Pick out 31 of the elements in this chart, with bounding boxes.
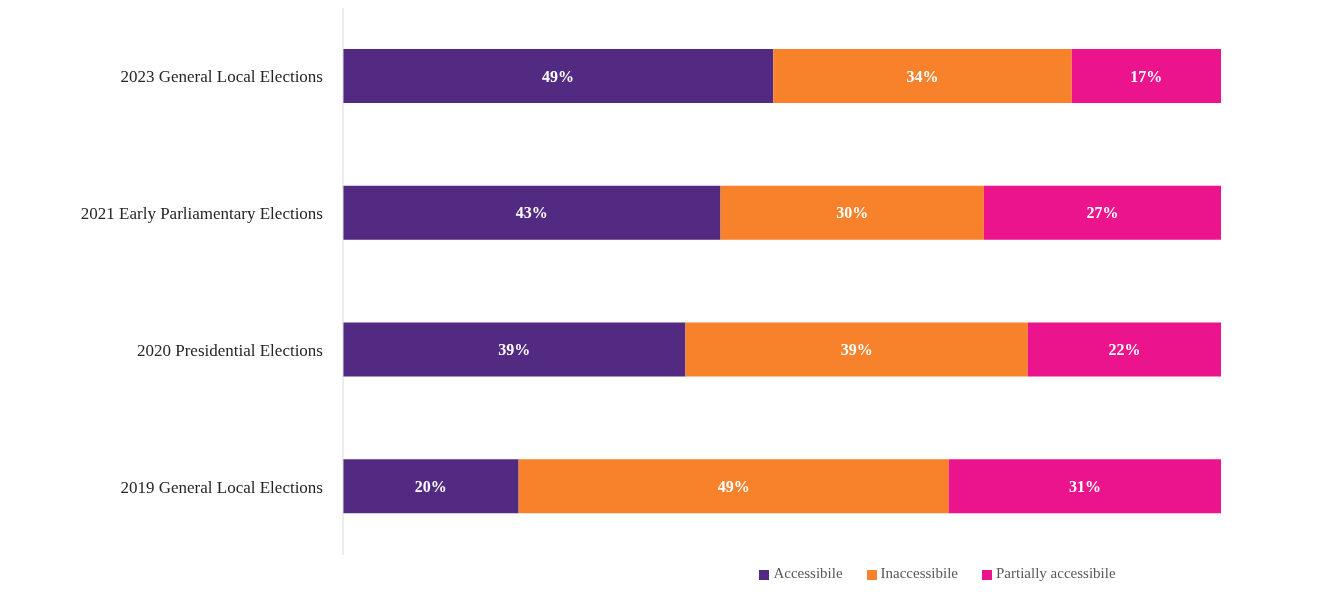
bar (343, 49, 774, 103)
bar (343, 322, 686, 377)
data-label: 17% (1130, 67, 1163, 85)
y-tick-label: 2019 General Local Elections (120, 477, 323, 497)
bar (983, 185, 1221, 240)
data-label: 49% (717, 477, 750, 495)
bar (948, 459, 1221, 514)
data-label: 20% (414, 477, 447, 495)
data-label: 31% (1068, 477, 1101, 495)
legend-label: Accessibile (773, 565, 843, 581)
data-label: 22% (1108, 341, 1141, 359)
data-label: 43% (515, 204, 548, 222)
bar (1027, 322, 1221, 377)
data-label: 30% (836, 204, 869, 222)
y-tick-label: 2023 General Local Elections (120, 67, 323, 87)
y-tick-label: 2021 Early Parliamentary Elections (80, 204, 323, 224)
bar (773, 49, 1072, 103)
data-label: 39% (498, 341, 531, 359)
data-label: 34% (906, 67, 939, 85)
bar (685, 322, 1028, 377)
bar (343, 185, 721, 240)
bar (1071, 49, 1221, 103)
bar (343, 459, 519, 514)
legend-label: Inaccessibile (880, 565, 959, 581)
y-tick-label: 2020 Presidential Elections (136, 340, 323, 360)
data-label: 49% (542, 67, 575, 85)
data-label: 39% (840, 341, 873, 359)
data-label: 27% (1086, 204, 1119, 222)
legend-label: Partially accessibile (996, 565, 1116, 581)
bar (518, 459, 949, 514)
bar (720, 185, 984, 240)
